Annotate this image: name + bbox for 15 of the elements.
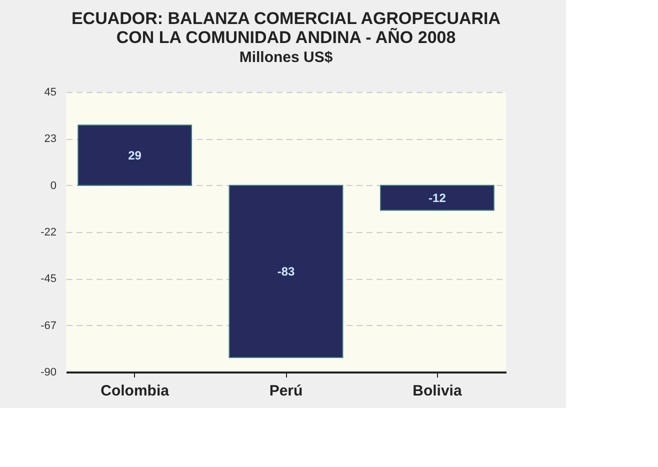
y-tick-label: -45 (40, 273, 56, 286)
data-label: -12 (428, 190, 446, 205)
y-tick-label: 23 (44, 133, 56, 146)
chart-title: ECUADOR: BALANZA COMERCIAL AGROPECUARIA CON LA COMUNIDAD ANDINA - AÑO 2008 (71, 9, 501, 47)
y-tick-label: 45 (44, 86, 56, 98)
data-label: -83 (277, 264, 295, 278)
x-tick-label: Perú (269, 382, 303, 400)
x-tick-label: Colombia (100, 382, 170, 400)
y-tick-label: -22 (40, 226, 56, 238)
y-tick-label: -67 (40, 320, 56, 332)
y-tick-label: -90 (40, 366, 56, 378)
y-tick-label: 0 (50, 180, 56, 192)
chart-subtitle: Millones US$ (239, 49, 334, 66)
data-label: 29 (128, 148, 142, 162)
x-tick-label: Bolivia (412, 382, 462, 400)
